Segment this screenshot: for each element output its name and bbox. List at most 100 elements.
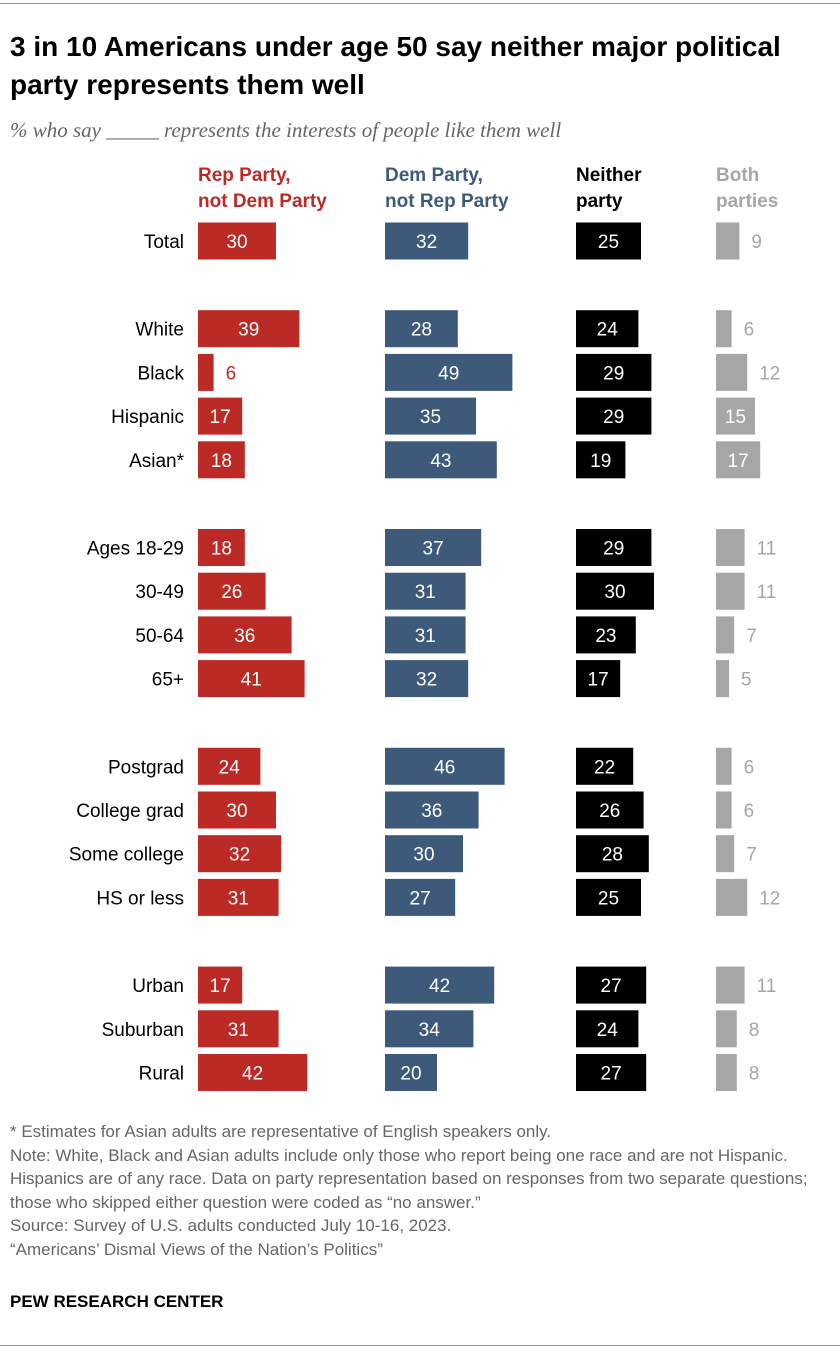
bar	[576, 441, 626, 479]
top-rule	[0, 3, 840, 4]
data-label: 32	[416, 232, 437, 253]
data-label: 28	[602, 845, 623, 866]
data-label: 31	[228, 1020, 249, 1041]
bar	[576, 835, 649, 873]
data-label: 24	[219, 757, 241, 778]
bar	[385, 878, 456, 916]
column-header-line: Dem Party,	[385, 165, 483, 186]
bar	[385, 222, 469, 260]
note-asterisk: * Estimates for Asian adults are represe…	[10, 1122, 552, 1141]
bar	[576, 791, 644, 829]
data-label: 36	[234, 626, 255, 647]
data-label: 29	[603, 407, 624, 428]
bar	[716, 747, 732, 785]
category-label: HS or less	[96, 888, 184, 909]
bar	[576, 222, 641, 260]
category-label: Rural	[139, 1064, 184, 1085]
category-label: 50-64	[135, 626, 184, 647]
data-label: 24	[597, 1020, 619, 1041]
data-label: 17	[210, 976, 231, 997]
column-header: Both parties	[716, 163, 778, 215]
category-label: Postgrad	[108, 757, 184, 778]
column-header: Neither party	[576, 163, 641, 215]
chart-title: 3 in 10 Americans under age 50 say neith…	[10, 31, 781, 100]
category-label: Total	[144, 232, 184, 253]
data-label: 30	[604, 582, 625, 603]
data-label: 43	[430, 451, 451, 472]
column-header: Dem Party, not Rep Party	[385, 163, 509, 215]
bar	[716, 1054, 737, 1091]
bottom-rule	[0, 1345, 840, 1346]
bar	[385, 835, 463, 873]
data-label: 18	[211, 451, 232, 472]
bar	[385, 397, 476, 435]
bar	[576, 660, 621, 698]
data-label: 29	[603, 539, 624, 560]
data-label: 37	[423, 539, 444, 560]
bar	[198, 222, 276, 260]
data-label: 30	[226, 801, 247, 822]
bar	[716, 572, 745, 610]
data-label: 8	[749, 1020, 760, 1041]
chart-subtitle: % who say _____ represents the interests…	[10, 118, 562, 142]
data-label: 5	[741, 670, 752, 691]
category-label: 65+	[152, 670, 184, 691]
bar	[385, 966, 495, 1004]
bar	[198, 441, 245, 479]
data-label: 11	[757, 976, 777, 997]
data-label: 22	[594, 757, 615, 778]
data-label: 17	[588, 670, 609, 691]
category-label: Suburban	[102, 1020, 184, 1041]
bar	[198, 529, 245, 566]
bar	[576, 572, 654, 610]
data-label: 31	[228, 888, 249, 909]
data-label: 12	[759, 363, 780, 384]
bar	[385, 1010, 474, 1048]
data-label: 29	[603, 363, 624, 384]
bar	[385, 353, 513, 391]
data-label: 8	[749, 1064, 760, 1085]
data-label: 17	[728, 451, 749, 472]
bar	[198, 616, 292, 654]
category-label: Black	[138, 363, 185, 384]
bar	[198, 572, 266, 610]
data-label: 35	[420, 407, 441, 428]
bar	[716, 1010, 737, 1048]
data-label: 9	[751, 232, 762, 253]
data-label: 11	[757, 582, 777, 603]
data-label: 6	[744, 801, 755, 822]
column-header-line: Rep Party,	[198, 165, 291, 186]
chart-notes: * Estimates for Asian adults are represe…	[10, 1120, 840, 1261]
bar	[716, 310, 732, 348]
column-header-line: Neither	[576, 165, 642, 186]
data-label: 31	[415, 626, 436, 647]
bar	[198, 791, 276, 829]
data-label: 18	[211, 539, 232, 560]
bar	[198, 353, 214, 391]
bar	[576, 747, 634, 785]
bar	[385, 747, 505, 785]
data-label: 11	[757, 539, 777, 560]
data-label: 49	[438, 363, 459, 384]
category-label: Asian*	[129, 451, 185, 472]
data-label: 15	[725, 407, 746, 428]
column-header: Rep Party, not Dem Party	[198, 163, 327, 215]
bar	[198, 397, 243, 435]
column-header-line: Both	[716, 165, 760, 186]
data-label: 24	[597, 320, 619, 341]
bar	[576, 1010, 639, 1048]
bar	[385, 529, 482, 566]
bar	[385, 441, 497, 479]
bar	[198, 1010, 279, 1048]
pew-logo: PEW RESEARCH CENTER	[10, 1292, 224, 1311]
data-label: 41	[241, 670, 262, 691]
data-label: 32	[229, 845, 250, 866]
bar	[716, 616, 735, 654]
bar	[716, 397, 755, 435]
bar	[198, 835, 282, 873]
bar	[385, 791, 479, 829]
data-label: 23	[595, 626, 616, 647]
bar	[716, 966, 745, 1004]
category-label: Ages 18-29	[87, 539, 184, 560]
data-label: 26	[599, 801, 620, 822]
